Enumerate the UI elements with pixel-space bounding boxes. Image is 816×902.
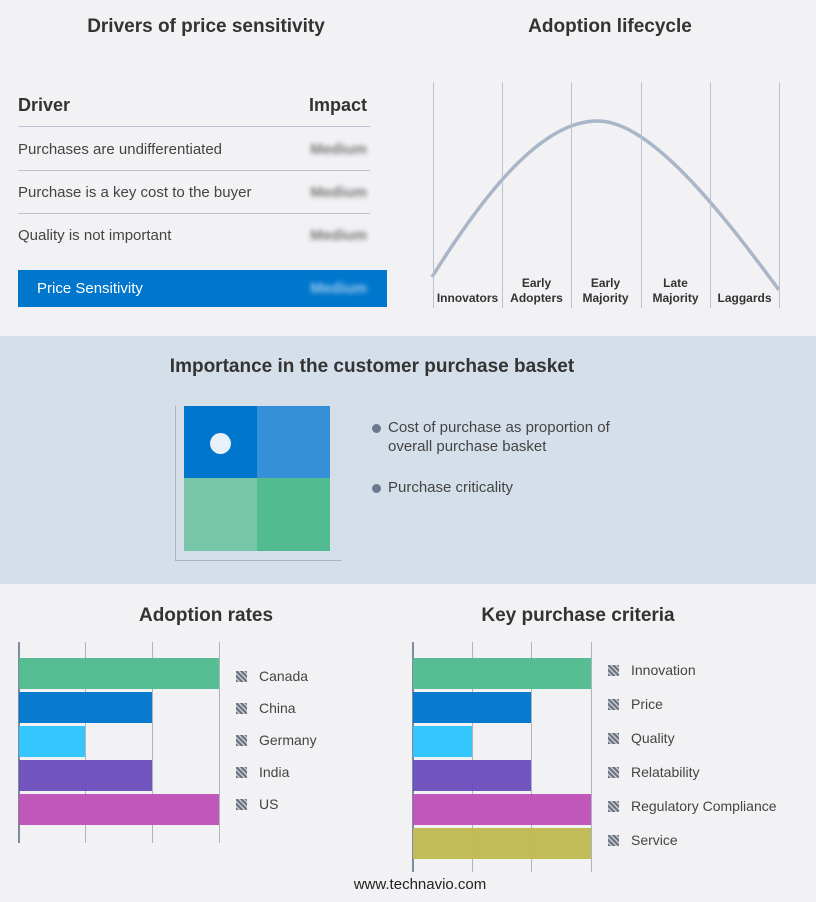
grid-line	[85, 642, 86, 843]
legend-label: Relatability	[631, 764, 700, 780]
legend-swatch-icon	[608, 801, 619, 812]
legend-swatch-icon	[236, 703, 247, 714]
lifecycle-stage: Late Majority	[652, 276, 699, 305]
driver-label: Purchase is a key cost to the buyer	[18, 184, 252, 201]
grid-line	[152, 642, 153, 843]
lifecycle-stage: Early Majority	[582, 276, 629, 305]
bar-relatability	[413, 760, 532, 791]
driver-row: Purchases are undifferentiated Medium	[18, 128, 370, 171]
basket-cell	[257, 406, 330, 478]
basket-section	[0, 336, 816, 584]
legend-swatch-icon	[608, 733, 619, 744]
lifecycle-divider	[571, 82, 572, 308]
footer-url: www.technavio.com	[353, 876, 487, 893]
lifecycle-title: Adoption lifecycle	[528, 16, 692, 37]
legend-label: Price	[631, 696, 663, 712]
legend-item: Canada	[236, 668, 308, 684]
basket-legend-1: Cost of purchase as proportion of overal…	[372, 418, 642, 456]
lifecycle-stage: Early Adopters	[510, 276, 563, 305]
bar-innovation	[413, 658, 592, 689]
legend-item: Innovation	[608, 662, 696, 678]
adoption-rates-title: Adoption rates	[138, 605, 274, 626]
drivers-header: Driver Impact	[18, 84, 370, 127]
legend-swatch-icon	[236, 735, 247, 746]
lifecycle-divider	[710, 82, 711, 308]
legend-item: Price	[608, 696, 663, 712]
legend-swatch-icon	[608, 665, 619, 676]
grid-line	[471, 642, 473, 872]
bar-canada	[19, 658, 219, 689]
basket-cell	[184, 478, 257, 551]
grid-line	[412, 642, 414, 872]
legend-swatch-icon	[608, 699, 619, 710]
bar-service	[413, 828, 592, 859]
driver-impact: Medium	[310, 227, 367, 244]
bar-india	[19, 760, 152, 791]
price-sensitivity-summary: Price Sensitivity Medium	[18, 270, 387, 307]
summary-impact: Medium	[310, 280, 367, 297]
legend-label: India	[259, 764, 290, 780]
bar-regulatory-compliance	[413, 794, 592, 825]
legend-item: Service	[608, 832, 678, 848]
driver-label: Quality is not important	[18, 227, 172, 244]
bar-germany	[19, 726, 85, 757]
basket-cell	[257, 478, 330, 551]
driver-label: Purchases are undifferentiated	[18, 141, 223, 158]
legend-label: Canada	[259, 668, 309, 684]
legend-swatch-icon	[608, 835, 619, 846]
legend-label: US	[259, 796, 279, 812]
driver-col-header: Driver	[18, 95, 71, 115]
basket-title: Importance in the customer purchase bask…	[169, 356, 575, 377]
lifecycle-divider	[433, 82, 434, 308]
legend-label: Germany	[259, 732, 317, 748]
driver-impact: Medium	[310, 141, 367, 158]
impact-col-header: Impact	[308, 95, 367, 115]
lifecycle-stage: Laggards	[717, 291, 772, 305]
lifecycle-stage: Innovators	[436, 291, 499, 305]
legend-label: Innovation	[631, 662, 696, 678]
kpc-title: Key purchase criteria	[481, 605, 675, 626]
legend-item: Relatability	[608, 764, 699, 780]
legend-label: Quality	[631, 730, 675, 746]
legend-swatch-icon	[608, 767, 619, 778]
lifecycle-divider	[641, 82, 642, 308]
basket-marker	[210, 433, 231, 454]
legend-swatch-icon	[236, 671, 247, 682]
drivers-title: Drivers of price sensitivity	[87, 16, 325, 37]
legend-item: Germany	[236, 732, 317, 748]
lifecycle-curve	[430, 119, 781, 292]
legend-label: Service	[631, 832, 678, 848]
legend-label: China	[259, 700, 296, 716]
legend-label: Regulatory Compliance	[631, 798, 777, 814]
lifecycle-divider	[779, 82, 780, 308]
driver-impact: Medium	[310, 184, 367, 201]
grid-line	[531, 642, 533, 872]
legend-item: Regulatory Compliance	[608, 798, 777, 814]
legend-swatch-icon	[236, 799, 247, 810]
bar-quality	[413, 726, 472, 757]
legend-item: India	[236, 764, 289, 780]
grid-line	[219, 642, 220, 843]
driver-row: Quality is not important Medium	[18, 214, 370, 257]
summary-label: Price Sensitivity	[37, 280, 143, 297]
legend-item: China	[236, 700, 296, 716]
legend-item: US	[236, 796, 278, 812]
basket-legend-2: Purchase criticality	[372, 478, 513, 497]
bar-us	[19, 794, 219, 825]
grid-line	[591, 642, 593, 872]
driver-row: Purchase is a key cost to the buyer Mediu…	[18, 171, 370, 214]
lifecycle-divider	[502, 82, 503, 308]
legend-item: Quality	[608, 730, 675, 746]
bar-china	[19, 692, 152, 723]
bar-price	[413, 692, 532, 723]
legend-swatch-icon	[236, 767, 247, 778]
